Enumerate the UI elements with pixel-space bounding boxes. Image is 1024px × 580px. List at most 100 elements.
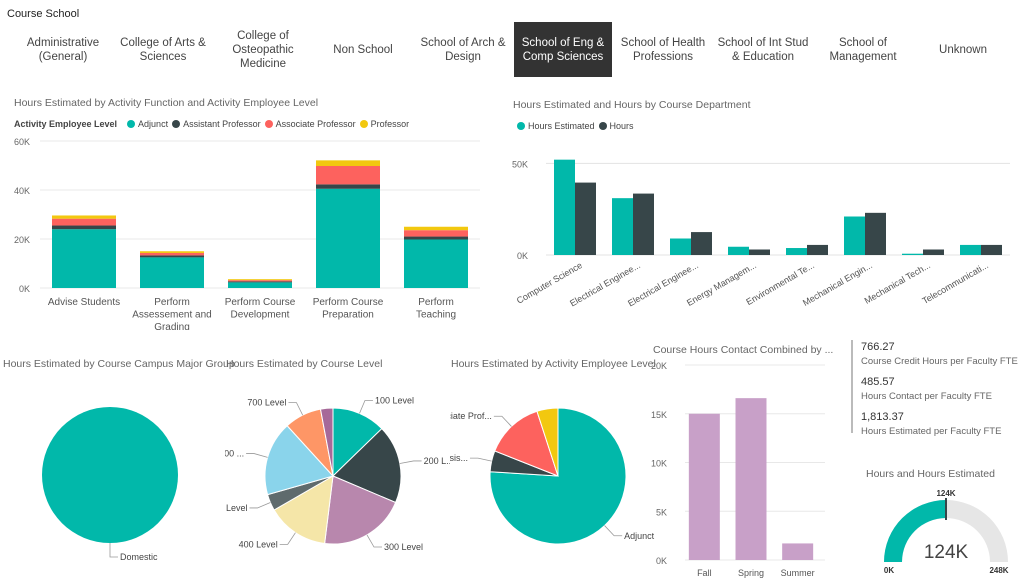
- course-level-title: Hours Estimated by Course Level: [226, 358, 383, 370]
- y-tick-label: 5K: [656, 507, 667, 517]
- x-tick-label: Perform Course Preparation: [313, 297, 384, 321]
- pie-label-100-level: 100 Level: [375, 395, 414, 405]
- legend-label-hours-estimated: Hours Estimated: [528, 121, 595, 131]
- kpi-label-credit-hours: Course Credit Hours per Faculty FTE: [861, 356, 1018, 367]
- bar-advise-students-professor: [52, 215, 116, 219]
- leader-line: [493, 415, 512, 427]
- bar-electrical-enginee-hours-estimated: [670, 238, 691, 255]
- leader-line: [249, 502, 271, 509]
- legend-marker-hours: [598, 122, 607, 130]
- bar-telecommunicati-hours-estimated: [960, 244, 981, 255]
- bar-summer: [782, 543, 814, 560]
- bar-electrical-enginee-hours: [691, 232, 712, 255]
- bar-fall: [688, 413, 720, 560]
- legend-marker-professor: [359, 120, 368, 128]
- pie-label-500-level: 500 Level: [225, 503, 247, 513]
- activity-function-title: Hours Estimated by Activity Function and…: [14, 97, 319, 109]
- pie-slice-unlabeled-3: [536, 407, 559, 477]
- bar-perform-teaching-assistant-professor: [404, 236, 468, 240]
- bar-perform-course-development-professor: [228, 279, 292, 281]
- bar-perform-assessement-and-grading-adjunct: [140, 257, 204, 288]
- legend-label-hours: Hours: [609, 121, 634, 131]
- contact-combined-chart: 0K 5K 10K 15K 20K Fall Spring Summer: [651, 361, 825, 578]
- bar-perform-course-preparation-associate-professor: [316, 165, 380, 185]
- bar-advise-students-adjunct: [52, 229, 116, 288]
- campus-major-group-pie: Domestic: [42, 407, 178, 562]
- legend-label-adjunct: Adjunct: [138, 119, 169, 129]
- activity-employee-level-pie: Adjunct Assis... Associate Prof...: [450, 407, 655, 545]
- slicer-item-college-of-arts-sciences[interactable]: College of Arts & Sciences: [120, 36, 206, 63]
- bar-energy-managem-hours-estimated: [728, 246, 749, 255]
- slicer-title: Course School: [7, 8, 80, 20]
- bar-electrical-enginee-hours: [633, 193, 654, 255]
- leader-line: [279, 532, 296, 545]
- y-tick-label: 0K: [19, 284, 30, 294]
- legend-label-assistant-professor: Assistant Professor: [183, 119, 261, 129]
- slicer-item-non-school[interactable]: Non School: [333, 43, 393, 56]
- kpi-value-hours-contact: 485.57: [861, 376, 895, 388]
- legend-label-associate-professor: Associate Professor: [275, 119, 356, 129]
- bar-advise-students-associate-professor: [52, 218, 116, 226]
- x-tick-label: Summer: [781, 568, 815, 578]
- slicer-item-administrative-general[interactable]: Administrative (General): [26, 36, 100, 63]
- x-tick-label: Perform Teaching: [416, 297, 456, 321]
- slicer-item-school-of-management[interactable]: School of Management: [829, 36, 897, 63]
- bar-telecommunicati-hours: [981, 244, 1002, 255]
- y-tick-label: 10K: [651, 459, 667, 469]
- course-level-pie: 100 Level 200 L... 300 Level 400 Level 500 L…: [225, 395, 450, 552]
- slicer-item-school-of-int-stud-education[interactable]: School of Int Stud & Education: [717, 36, 809, 63]
- kpi-label-hours-estimated: Hours Estimated per Faculty FTE: [861, 426, 1002, 437]
- bar-mechanical-tech-hours: [923, 249, 944, 255]
- contact-combined-title: Course Hours Contact Combined by ...: [653, 344, 834, 356]
- bar-energy-managem-hours: [749, 249, 770, 255]
- x-tick-label: Spring: [738, 568, 764, 578]
- bar-perform-assessement-and-grading-associate-professor: [140, 252, 204, 256]
- bar-mechanical-tech-hours-estimated: [902, 253, 923, 255]
- bar-advise-students-assistant-professor: [52, 225, 116, 230]
- pie-label-associate-prof: Associate Prof...: [450, 411, 492, 421]
- y-tick-label: 0K: [656, 556, 667, 566]
- bar-computer-science-hours: [575, 182, 596, 255]
- leader-line: [469, 457, 492, 462]
- bar-perform-course-development-associate-professor: [228, 280, 292, 282]
- bar-perform-course-preparation-adjunct: [316, 188, 380, 288]
- legend-marker-associate-professor: [264, 120, 273, 128]
- bar-perform-teaching-professor: [404, 226, 468, 231]
- legend-marker-hours-estimated: [517, 122, 525, 130]
- activity-employee-level-title: Hours Estimated by Activity Employee Lev…: [451, 358, 656, 370]
- bar-perform-course-development-adjunct: [228, 282, 292, 288]
- course-department-title: Hours Estimated and Hours by Course Depa…: [513, 99, 751, 111]
- leader-line: [246, 453, 268, 458]
- slicer-item-college-of-osteopathic-medicine[interactable]: College of Osteopathic Medicine: [232, 29, 294, 70]
- legend-title: Activity Employee Level: [14, 119, 118, 129]
- slicer-item-school-of-arch-design[interactable]: School of Arch & Design: [420, 36, 506, 63]
- legend-marker-assistant-professor: [172, 120, 181, 128]
- y-tick-label: 60K: [14, 137, 30, 147]
- leader-line: [109, 543, 118, 558]
- bar-mechanical-engin-hours: [865, 212, 886, 255]
- slicer-item-school-of-health-professions[interactable]: School of Health Professions: [620, 36, 706, 63]
- activity-function-legend: Activity Employee Level Adjunct Assistant…: [14, 119, 409, 129]
- gauge-fill: [884, 500, 946, 562]
- slicer-item-unknown[interactable]: Unknown: [939, 43, 987, 56]
- bar-computer-science-hours-estimated: [554, 159, 575, 255]
- slicer-item-school-of-eng-comp-sciences[interactable]: School of Eng & Comp Sciences: [514, 22, 612, 77]
- bar-perform-course-preparation-assistant-professor: [316, 184, 380, 189]
- bar-electrical-enginee-hours-estimated: [612, 198, 633, 255]
- leader-line: [399, 460, 422, 464]
- pie-label-600: 600 ...: [225, 449, 244, 459]
- gauge-min-label: 0K: [884, 566, 894, 575]
- pie-label-domestic: Domestic: [120, 552, 158, 562]
- campus-major-group-title: Hours Estimated by Course Campus Major G…: [3, 358, 235, 370]
- bar-perform-assessement-and-grading-professor: [140, 251, 204, 253]
- legend-label-professor: Professor: [370, 119, 410, 129]
- bar-environmental-te-hours: [807, 244, 828, 255]
- y-tick-label: 20K: [14, 235, 30, 245]
- hours-gauge: 124K 124K 0K 248K: [884, 489, 1009, 575]
- kpi-divider: [851, 340, 853, 433]
- leader-line: [288, 402, 304, 416]
- activity-function-chart: 0K 20K 40K 60K Advise Students Perform Assesse…: [14, 137, 480, 330]
- x-tick-label: Perform Assessement and Grading: [132, 297, 212, 330]
- kpi-value-hours-estimated: 1,813.37: [861, 411, 904, 423]
- bar-perform-teaching-associate-professor: [404, 230, 468, 237]
